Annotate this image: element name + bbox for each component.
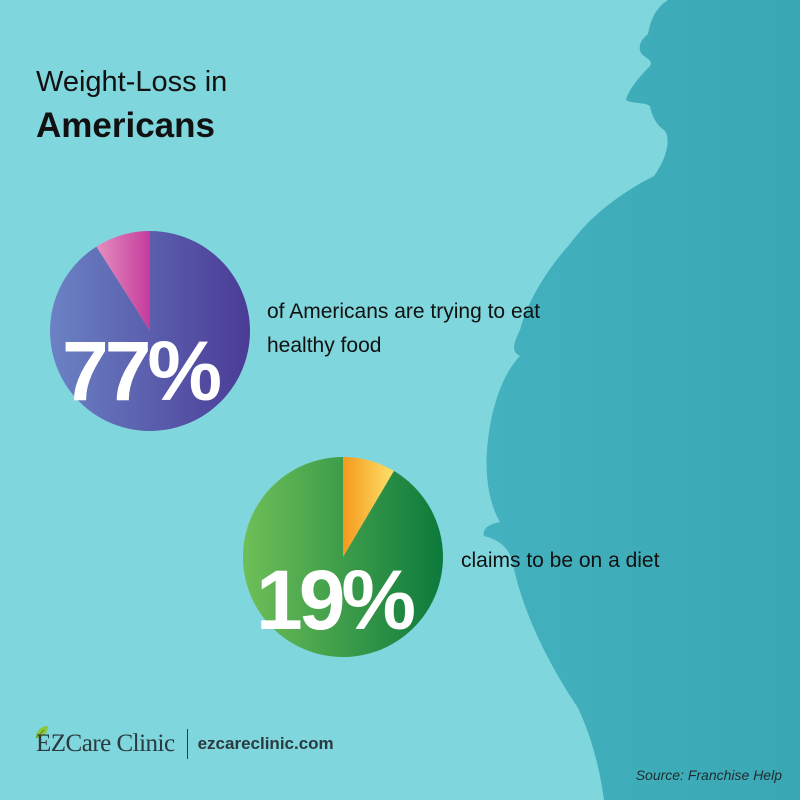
pie-chart-77 — [50, 231, 250, 431]
brand-name: EZCare Clinic — [36, 730, 175, 757]
stat-value-1: 77% — [62, 324, 222, 418]
pie-minor-slice — [96, 231, 150, 331]
pie-minor-slice — [343, 457, 394, 557]
pie-main-slice — [50, 231, 250, 431]
pie-main-slice — [243, 457, 443, 657]
title-line-1: Weight-Loss in — [36, 66, 228, 98]
stat-description-2: claims to be on a diet — [461, 549, 660, 572]
leaf-logo-icon — [35, 726, 48, 739]
brand-divider — [186, 729, 188, 759]
brand-url: ezcareclinic.com — [197, 734, 334, 753]
stat-description-1: of Americans are trying to eat healthy f… — [267, 300, 541, 357]
stat-value-2: 19% — [256, 553, 416, 647]
title-line-2: Americans — [36, 106, 215, 145]
source-credit: Source: Franchise Help — [635, 767, 782, 783]
brand-footer: EZCare Clinic ezcareclinic.com — [36, 724, 334, 764]
pie-chart-19 — [243, 457, 443, 657]
